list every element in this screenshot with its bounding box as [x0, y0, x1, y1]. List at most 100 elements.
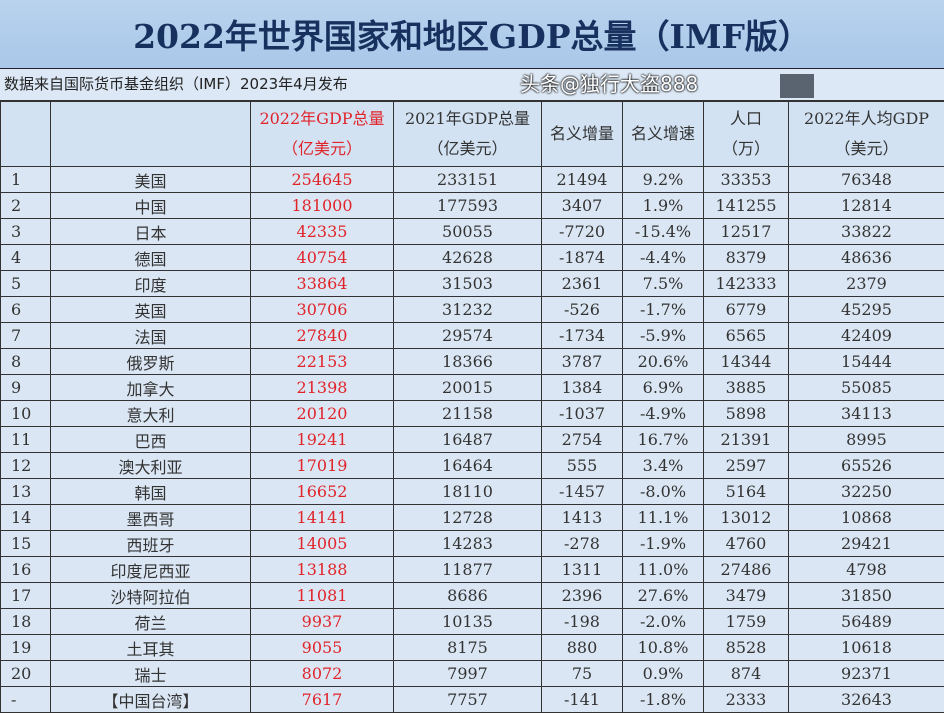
growth-cell: -4.9%: [623, 401, 704, 427]
per-capita-cell: 10868: [789, 505, 944, 531]
per-capita-cell: 29421: [789, 531, 944, 557]
gdp2021-cell: 7757: [394, 687, 542, 713]
increase-cell: -7720: [542, 219, 623, 245]
per-capita-cell: 55085: [789, 375, 944, 401]
growth-cell: 0.9%: [623, 661, 704, 687]
country-cell: 意大利: [51, 401, 251, 427]
rank-cell: 11: [1, 427, 51, 453]
per-capita-cell: 42409: [789, 323, 944, 349]
increase-cell: -1037: [542, 401, 623, 427]
increase-header: 名义增量: [542, 102, 623, 167]
country-cell: 巴西: [51, 427, 251, 453]
gdp2021-cell: 14283: [394, 531, 542, 557]
gdp2021-cell: 18366: [394, 349, 542, 375]
country-cell: 沙特阿拉伯: [51, 583, 251, 609]
population-cell: 141255: [704, 193, 789, 219]
country-cell: 西班牙: [51, 531, 251, 557]
per-capita-cell: 45295: [789, 297, 944, 323]
rank-header: [1, 102, 51, 167]
gdp2021-cell: 31503: [394, 271, 542, 297]
gdp2021-cell: 177593: [394, 193, 542, 219]
population-cell: 2333: [704, 687, 789, 713]
growth-cell: 11.1%: [623, 505, 704, 531]
gdp2022-cell: 21398: [251, 375, 394, 401]
gdp2022-cell: 42335: [251, 219, 394, 245]
growth-cell: 10.8%: [623, 635, 704, 661]
rank-cell: 19: [1, 635, 51, 661]
per-capita-cell: 65526: [789, 453, 944, 479]
rank-cell: 7: [1, 323, 51, 349]
gdp2021-header-unit: （亿美元）: [427, 139, 507, 158]
increase-cell: -1874: [542, 245, 623, 271]
watermark: 头条@独行大盗888: [520, 72, 698, 96]
gdp2021-cell: 8686: [394, 583, 542, 609]
growth-cell: -1.7%: [623, 297, 704, 323]
population-cell: 33353: [704, 167, 789, 193]
gdp2021-cell: 21158: [394, 401, 542, 427]
gdp2022-cell: 9055: [251, 635, 394, 661]
gdp2022-cell: 13188: [251, 557, 394, 583]
gdp2021-cell: 7997: [394, 661, 542, 687]
country-cell: 【中国台湾】: [51, 687, 251, 713]
growth-cell: 6.9%: [623, 375, 704, 401]
gdp2021-cell: 42628: [394, 245, 542, 271]
growth-cell: 1.9%: [623, 193, 704, 219]
per-capita-header-unit: （美元）: [834, 139, 898, 158]
increase-cell: 3787: [542, 349, 623, 375]
growth-cell: -4.4%: [623, 245, 704, 271]
increase-cell: -198: [542, 609, 623, 635]
rank-cell: 20: [1, 661, 51, 687]
population-cell: 2597: [704, 453, 789, 479]
rank-cell: 6: [1, 297, 51, 323]
increase-cell: 75: [542, 661, 623, 687]
growth-cell: 7.5%: [623, 271, 704, 297]
rank-cell: 5: [1, 271, 51, 297]
increase-cell: 2754: [542, 427, 623, 453]
country-cell: 澳大利亚: [51, 453, 251, 479]
gdp2022-cell: 254645: [251, 167, 394, 193]
growth-cell: -8.0%: [623, 479, 704, 505]
population-cell: 3885: [704, 375, 789, 401]
country-cell: 加拿大: [51, 375, 251, 401]
gdp2022-cell: 22153: [251, 349, 394, 375]
gdp2021-cell: 50055: [394, 219, 542, 245]
increase-cell: 555: [542, 453, 623, 479]
gdp2022-header: 2022年GDP总量（亿美元）: [251, 102, 394, 167]
rank-cell: 16: [1, 557, 51, 583]
per-capita-cell: 92371: [789, 661, 944, 687]
growth-cell: 3.4%: [623, 453, 704, 479]
rank-cell: 17: [1, 583, 51, 609]
gdp2022-cell: 14141: [251, 505, 394, 531]
population-cell: 14344: [704, 349, 789, 375]
gdp2022-cell: 181000: [251, 193, 394, 219]
growth-cell: 27.6%: [623, 583, 704, 609]
country-cell: 俄罗斯: [51, 349, 251, 375]
gdp2022-cell: 8072: [251, 661, 394, 687]
per-capita-header-label: 2022年人均GDP: [804, 109, 929, 128]
country-cell: 瑞士: [51, 661, 251, 687]
rank-cell: 1: [1, 167, 51, 193]
per-capita-cell: 12814: [789, 193, 944, 219]
gdp2022-header-label: 2022年GDP总量: [259, 109, 384, 128]
rank-cell: 13: [1, 479, 51, 505]
growth-cell: 9.2%: [623, 167, 704, 193]
gdp-table: 2022年GDP总量（亿美元） 2021年GDP总量（亿美元） 名义增量 名义增…: [0, 101, 944, 713]
increase-cell: 2361: [542, 271, 623, 297]
population-cell: 8528: [704, 635, 789, 661]
gdp2021-cell: 16464: [394, 453, 542, 479]
per-capita-cell: 8995: [789, 427, 944, 453]
population-cell: 27486: [704, 557, 789, 583]
rank-cell: 8: [1, 349, 51, 375]
per-capita-cell: 34113: [789, 401, 944, 427]
country-header: [51, 102, 251, 167]
country-cell: 荷兰: [51, 609, 251, 635]
country-cell: 法国: [51, 323, 251, 349]
rank-cell: 4: [1, 245, 51, 271]
